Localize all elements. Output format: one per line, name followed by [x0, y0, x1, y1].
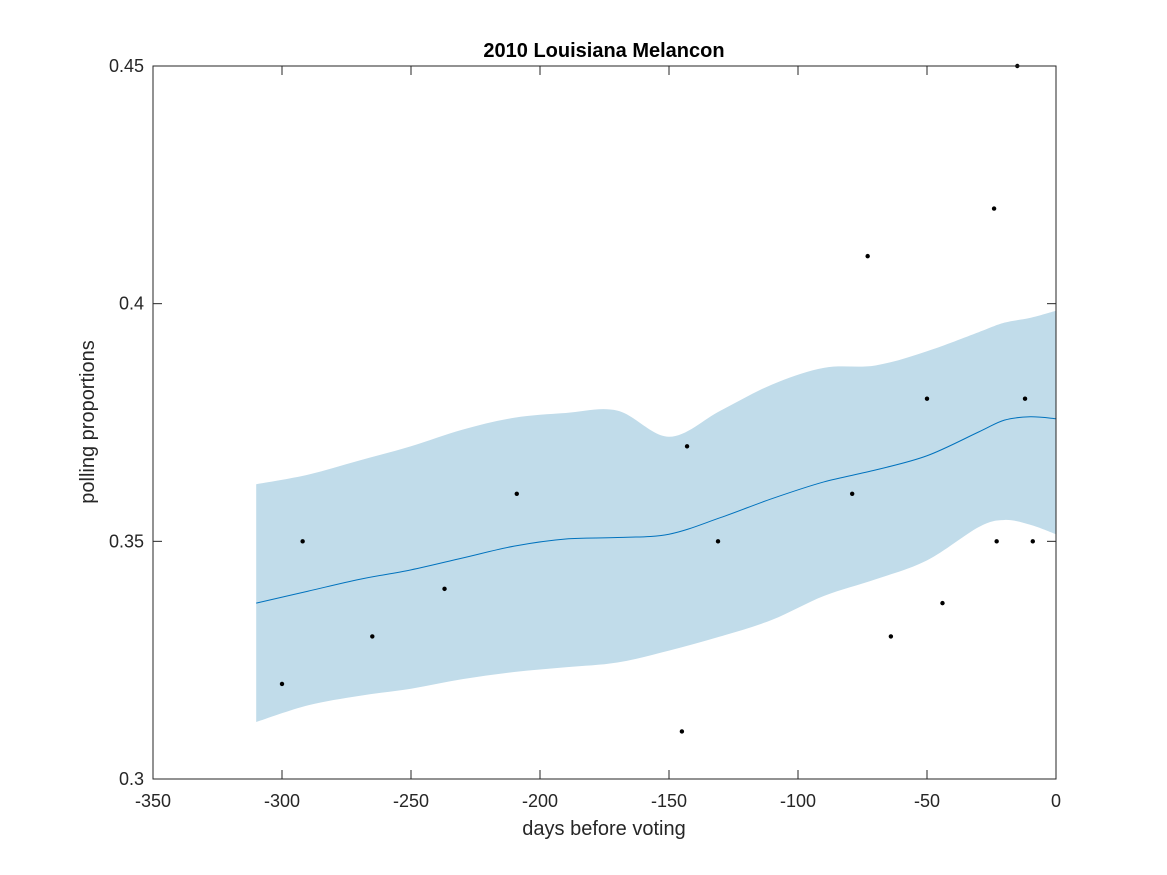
- y-tick-label: 0.45: [109, 56, 144, 76]
- data-point: [300, 539, 305, 544]
- data-point: [1022, 396, 1028, 401]
- data-point: [924, 396, 930, 401]
- confidence-band: [256, 310, 1056, 722]
- y-tick-label: 0.3: [119, 769, 144, 789]
- data-points-layer: [279, 63, 1035, 734]
- data-point: [684, 444, 690, 449]
- data-point: [679, 729, 685, 734]
- chart-title: 2010 Louisiana Melancon: [483, 40, 724, 62]
- x-tick-label: -250: [393, 791, 429, 811]
- x-axis-label: days before voting: [522, 818, 685, 840]
- x-tick-label: -300: [264, 791, 300, 811]
- x-tick-label: -50: [914, 791, 940, 811]
- x-tick-label: -350: [135, 791, 171, 811]
- data-point: [442, 586, 447, 592]
- data-point: [991, 206, 997, 211]
- data-point: [715, 539, 721, 544]
- trend-line-layer: [256, 416, 1057, 604]
- data-point: [1030, 539, 1035, 544]
- data-point: [994, 539, 999, 544]
- data-point: [888, 634, 894, 639]
- data-point: [940, 600, 945, 606]
- data-point: [279, 681, 285, 687]
- axes-box: [152, 65, 1057, 780]
- y-tick-label: 0.35: [109, 531, 144, 551]
- trend-line: [256, 416, 1057, 604]
- x-tick-label: -150: [651, 791, 687, 811]
- y-axis-ticks: 0.3 0.35 0.4 0.45: [109, 56, 1056, 789]
- x-tick-label: -100: [780, 791, 816, 811]
- data-point: [514, 491, 519, 496]
- data-point: [865, 253, 870, 259]
- x-tick-label: -200: [522, 791, 558, 811]
- y-axis-label: polling proportions: [77, 340, 99, 503]
- confidence-band-layer: [256, 310, 1056, 722]
- data-point: [849, 491, 855, 496]
- y-tick-label: 0.4: [119, 294, 144, 314]
- x-tick-label: 0: [1051, 791, 1061, 811]
- x-axis-ticks: -350 -300 -250 -200 -150 -100 -50 0: [135, 66, 1061, 811]
- data-point: [370, 634, 375, 639]
